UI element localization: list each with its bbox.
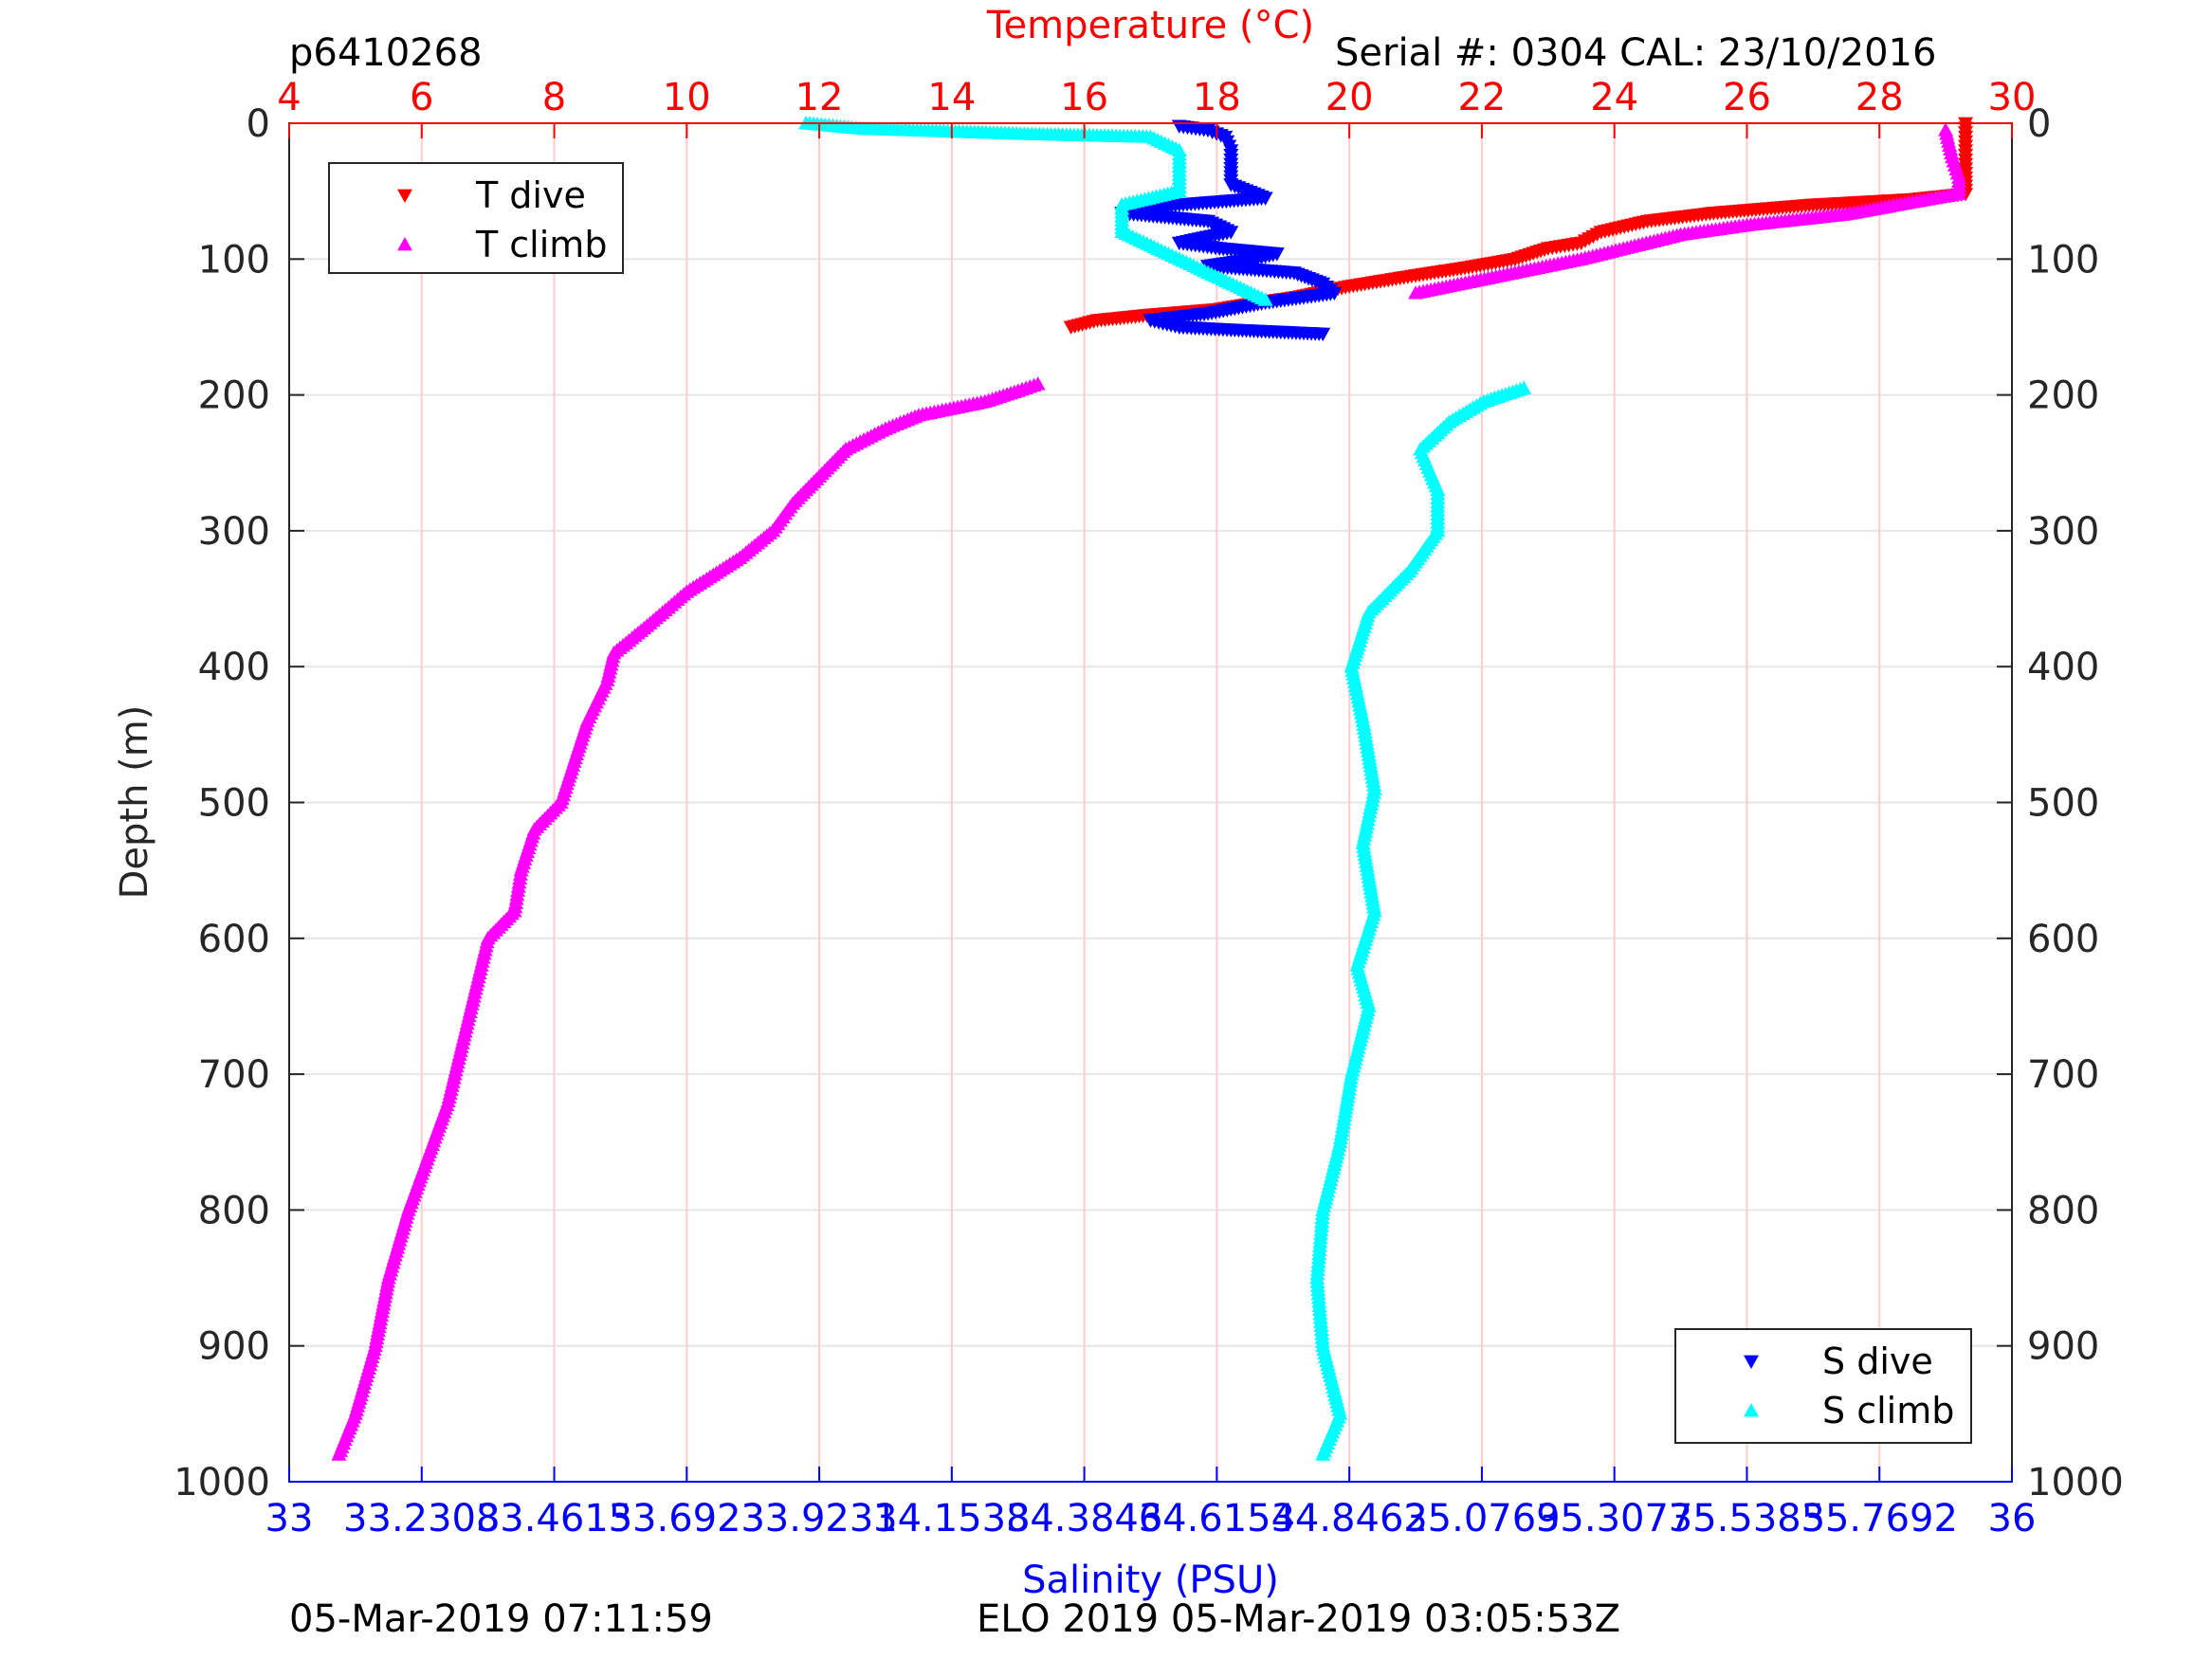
- footer-mission-label: ELO 2019 05-Mar-2019 03:05:53Z: [977, 1597, 1621, 1641]
- legend-label-t-dive: T dive: [475, 174, 586, 216]
- salinity-tick-label: 35.7692: [1801, 1497, 1958, 1540]
- plot-id-label: p6410268: [289, 31, 483, 75]
- salinity-tick-label: 35.5385: [1669, 1497, 1825, 1540]
- salinity-tick-label: 35.0769: [1403, 1497, 1560, 1540]
- temperature-tick-label: 12: [795, 76, 844, 119]
- salinity-tick-label: 34.8462: [1271, 1497, 1427, 1540]
- depth-tick-label-left: 200: [198, 374, 270, 418]
- temperature-legend: T dive T climb: [328, 162, 624, 274]
- temperature-tick-label: 6: [410, 76, 433, 119]
- depth-tick-label-left: 400: [198, 646, 270, 689]
- t-climb-point: [1938, 122, 1954, 137]
- legend-label-t-climb: T climb: [475, 224, 607, 265]
- series-t-climb: [331, 122, 1967, 1461]
- depth-tick-label-left: 300: [198, 510, 270, 554]
- salinity-tick-label: 36: [1988, 1497, 2037, 1540]
- depth-tick-label-right: 300: [2027, 510, 2099, 554]
- depth-tick-label-right: 200: [2027, 374, 2099, 418]
- temperature-tick-label: 24: [1590, 76, 1638, 119]
- series-s-dive: [1114, 119, 1343, 342]
- legend-marker-t-climb: [397, 237, 412, 251]
- depth-tick-label-right: 900: [2027, 1325, 2099, 1369]
- depth-tick-label-right: 1000: [2027, 1461, 2124, 1504]
- depth-tick-label-right: 700: [2027, 1053, 2099, 1097]
- serial-calibration-label: Serial #: 0304 CAL: 23/10/2016: [1335, 31, 1937, 75]
- series-s-climb: [798, 116, 1532, 1461]
- depth-tick-label-right: 0: [2027, 102, 2051, 146]
- salinity-tick-label: 34.1538: [873, 1497, 1030, 1540]
- depth-tick-label-right: 100: [2027, 238, 2099, 282]
- legend-marker-s-climb: [1744, 1403, 1759, 1417]
- depth-tick-label-right: 800: [2027, 1189, 2099, 1232]
- salinity-tick-label: 33.2308: [343, 1497, 500, 1540]
- salinity-legend: S dive S climb: [1674, 1328, 1972, 1444]
- salinity-tick-label: 33.6923: [609, 1497, 765, 1540]
- temperature-tick-label: 20: [1325, 76, 1374, 119]
- salinity-tick-label: 33.4615: [476, 1497, 632, 1540]
- temperature-tick-label: 4: [277, 76, 301, 119]
- temperature-tick-label: 30: [1988, 76, 2037, 119]
- depth-tick-label-left: 100: [198, 238, 270, 282]
- depth-tick-label-right: 600: [2027, 918, 2099, 961]
- temperature-tick-label: 16: [1060, 76, 1108, 119]
- depth-tick-label-left: 1000: [174, 1461, 270, 1504]
- depth-tick-label-left: 0: [247, 102, 270, 146]
- depth-tick-label-left: 500: [198, 782, 270, 826]
- depth-axis-title: Depth (m): [113, 705, 156, 900]
- axes: 0 0 100 100 200 200 300 300 400 400 500 500 600 600 70…: [174, 76, 2124, 1540]
- s-climb-point: [1516, 380, 1532, 394]
- depth-tick-label-left: 900: [198, 1325, 270, 1369]
- salinity-tick-label: 34.6154: [1139, 1497, 1295, 1540]
- temperature-tick-label: 26: [1723, 76, 1771, 119]
- legend-box: [328, 162, 624, 274]
- temperature-axis-title: Temperature (°C): [986, 4, 1314, 47]
- legend-marker-t-dive: [397, 189, 412, 203]
- temperature-tick-label: 10: [663, 76, 711, 119]
- legend-marker-s-dive: [1744, 1355, 1759, 1369]
- legend-label-s-climb: S climb: [1822, 1390, 1954, 1431]
- t-dive-point: [1063, 320, 1079, 335]
- temperature-tick-label: 8: [542, 76, 566, 119]
- depth-tick-label-left: 700: [198, 1053, 270, 1097]
- temperature-tick-label: 28: [1856, 76, 1904, 119]
- s-dive-point: [1315, 327, 1331, 342]
- temperature-tick-label: 14: [927, 76, 976, 119]
- depth-tick-label-right: 500: [2027, 782, 2099, 826]
- legend-label-s-dive: S dive: [1822, 1340, 1933, 1382]
- depth-tick-label-left: 600: [198, 918, 270, 961]
- temperature-tick-label: 18: [1193, 76, 1241, 119]
- data-series: [331, 116, 1974, 1461]
- salinity-axis-title: Salinity (PSU): [1022, 1559, 1279, 1602]
- depth-tick-label-right: 400: [2027, 646, 2099, 689]
- temperature-tick-label: 22: [1457, 76, 1506, 119]
- salinity-tick-label: 33: [265, 1497, 314, 1540]
- footer-timestamp: 05-Mar-2019 07:11:59: [289, 1597, 713, 1641]
- depth-tick-label-left: 800: [198, 1189, 270, 1232]
- t-climb-point: [1030, 376, 1046, 391]
- salinity-tick-label: 34.3846: [1006, 1497, 1162, 1540]
- salinity-tick-label: 33.9231: [740, 1497, 897, 1540]
- legend-box: [1674, 1328, 1972, 1444]
- salinity-tick-label: 35.3077: [1536, 1497, 1692, 1540]
